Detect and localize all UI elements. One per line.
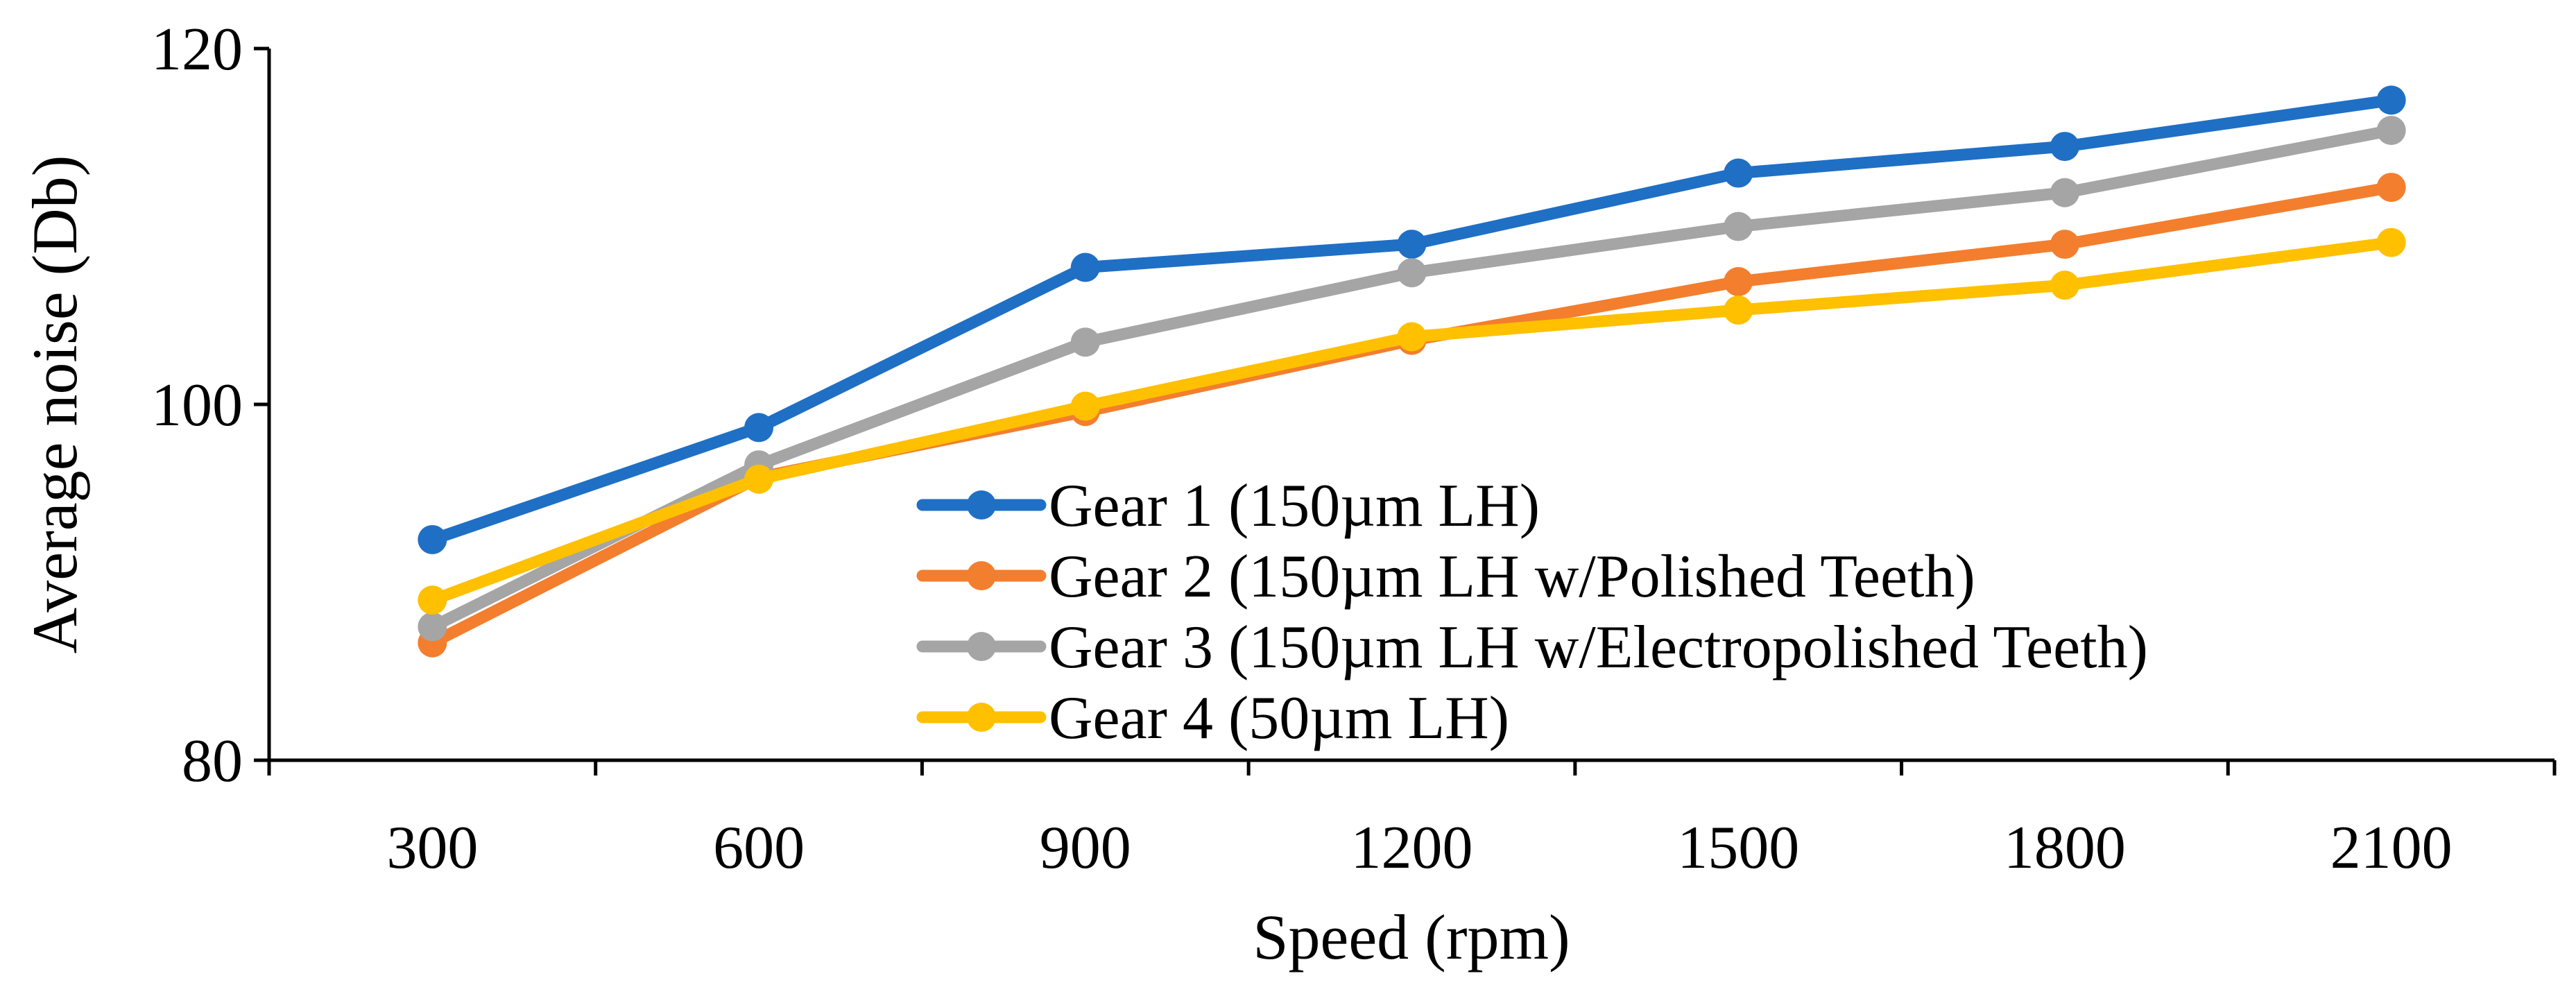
series-4-point-1200 [1397,322,1427,352]
series-1-point-1500 [1724,158,1753,188]
series-2-point-1800 [2050,230,2079,259]
x-tick-label-1800: 1800 [2004,814,2126,882]
series-1-point-900 [1070,252,1100,282]
series-2-point-2100 [2376,173,2406,203]
legend-label-2: Gear 2 (150µm LH w/Polished Teeth) [1049,543,1975,610]
series-4-point-1500 [1724,295,1753,325]
legend-swatch-marker-2 [967,561,996,590]
series-4-point-600 [744,464,774,494]
x-tick-label-1500: 1500 [1677,814,1799,882]
series-1-point-2100 [2376,85,2406,115]
legend-item-1: Gear 1 (150µm LH) [916,472,1540,540]
legend-swatch-marker-4 [967,703,996,732]
series-1 [418,85,2406,554]
axis-ticks: 80 100 120 300 600 900 1200 1500 1800 2100 [151,16,2557,882]
y-axis-title: Average noise (Db) [19,155,90,654]
series-1-point-1800 [2050,132,2079,162]
series-3-point-300 [418,612,447,642]
series-4 [418,228,2406,615]
legend-item-2: Gear 2 (150µm LH w/Polished Teeth) [916,543,1975,610]
series-3-point-2100 [2376,115,2406,145]
legend: Gear 1 (150µm LH)Gear 2 (150µm LH w/Poli… [916,472,2148,752]
legend-label-1: Gear 1 (150µm LH) [1049,472,1540,540]
series-1-point-300 [418,524,447,554]
series-3-point-1500 [1724,212,1753,241]
series-4-point-2100 [2376,228,2406,257]
legend-swatch-marker-3 [967,632,996,661]
series-2-point-1500 [1724,267,1753,297]
legend-swatch-marker-1 [967,490,996,520]
series-3-point-900 [1070,327,1100,357]
series-1-point-1200 [1397,230,1427,259]
legend-item-3: Gear 3 (150µm LH w/Electropolished Teeth… [916,614,2148,681]
y-tick-label-120: 120 [151,16,243,83]
x-tick-label-900: 900 [1040,814,1131,882]
x-axis-title: Speed (rpm) [1253,902,1570,972]
series-4-point-1800 [2050,271,2079,300]
legend-item-4: Gear 4 (50µm LH) [916,685,1509,752]
series-1-point-600 [744,413,774,443]
legend-label-4: Gear 4 (50µm LH) [1049,685,1509,752]
legend-label-3: Gear 3 (150µm LH w/Electropolished Teeth… [1049,614,2148,681]
x-tick-label-300: 300 [386,814,478,882]
x-tick-label-2100: 2100 [2330,814,2453,882]
series-3-point-1800 [2050,178,2079,207]
y-tick-label-100: 100 [151,372,243,439]
series-3-point-1200 [1397,258,1427,288]
y-tick-label-80: 80 [182,728,243,795]
series-4-point-900 [1070,391,1100,421]
series-4-point-300 [418,585,447,615]
x-tick-label-600: 600 [713,814,805,882]
series-group [418,85,2406,658]
x-tick-label-1200: 1200 [1351,814,1473,882]
